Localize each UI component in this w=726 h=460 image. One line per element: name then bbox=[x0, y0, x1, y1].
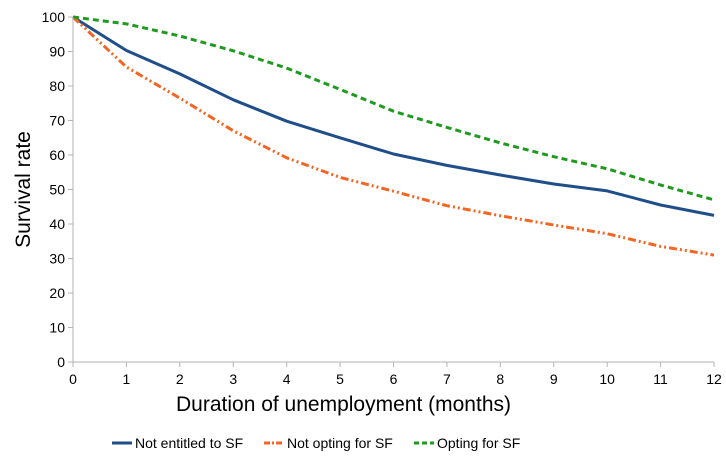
x-tick-label: 3 bbox=[229, 371, 237, 387]
y-tick-label: 80 bbox=[49, 78, 65, 94]
x-tick-label: 9 bbox=[550, 371, 558, 387]
x-tick-label: 6 bbox=[390, 371, 398, 387]
y-tick-label: 70 bbox=[49, 113, 65, 129]
x-tick-label: 12 bbox=[706, 371, 722, 387]
series-line-2 bbox=[71, 15, 715, 257]
x-tick-label: 1 bbox=[123, 371, 131, 387]
legend-label-3: Opting for SF bbox=[437, 435, 520, 451]
y-axis-title: Survival rate bbox=[12, 131, 35, 248]
series-line-3 bbox=[72, 15, 715, 202]
x-tick-label: 4 bbox=[283, 371, 291, 387]
x-tick-label: 0 bbox=[69, 371, 77, 387]
y-tick-label: 0 bbox=[57, 354, 65, 370]
series-line-1 bbox=[72, 15, 715, 217]
x-tick-label: 10 bbox=[599, 371, 615, 387]
y-tick-label: 90 bbox=[49, 44, 65, 60]
x-axis-ticks: 0 1 2 3 4 5 6 7 8 9 10 11 12 bbox=[69, 362, 722, 387]
x-axis-title: Duration of unemployment (months) bbox=[176, 393, 511, 416]
x-tick-label: 7 bbox=[443, 371, 451, 387]
x-tick-label: 11 bbox=[653, 371, 668, 387]
y-tick-label: 50 bbox=[49, 182, 65, 198]
legend: Not entitled to SF Not opting for SF Optin… bbox=[112, 435, 520, 451]
y-tick-label: 30 bbox=[49, 251, 65, 267]
y-tick-label: 20 bbox=[49, 285, 65, 301]
y-tick-label: 100 bbox=[42, 9, 66, 25]
legend-label-1: Not entitled to SF bbox=[135, 435, 243, 451]
x-tick-label: 2 bbox=[176, 371, 184, 387]
y-axis-ticks: 0 10 20 30 40 50 60 70 80 90 100 bbox=[42, 9, 73, 370]
y-tick-label: 10 bbox=[49, 320, 65, 336]
series-layer bbox=[71, 15, 715, 257]
x-tick-label: 5 bbox=[336, 371, 344, 387]
y-tick-label: 60 bbox=[49, 147, 65, 163]
y-tick-label: 40 bbox=[49, 216, 65, 232]
legend-label-2: Not opting for SF bbox=[287, 435, 393, 451]
x-tick-label: 8 bbox=[496, 371, 504, 387]
